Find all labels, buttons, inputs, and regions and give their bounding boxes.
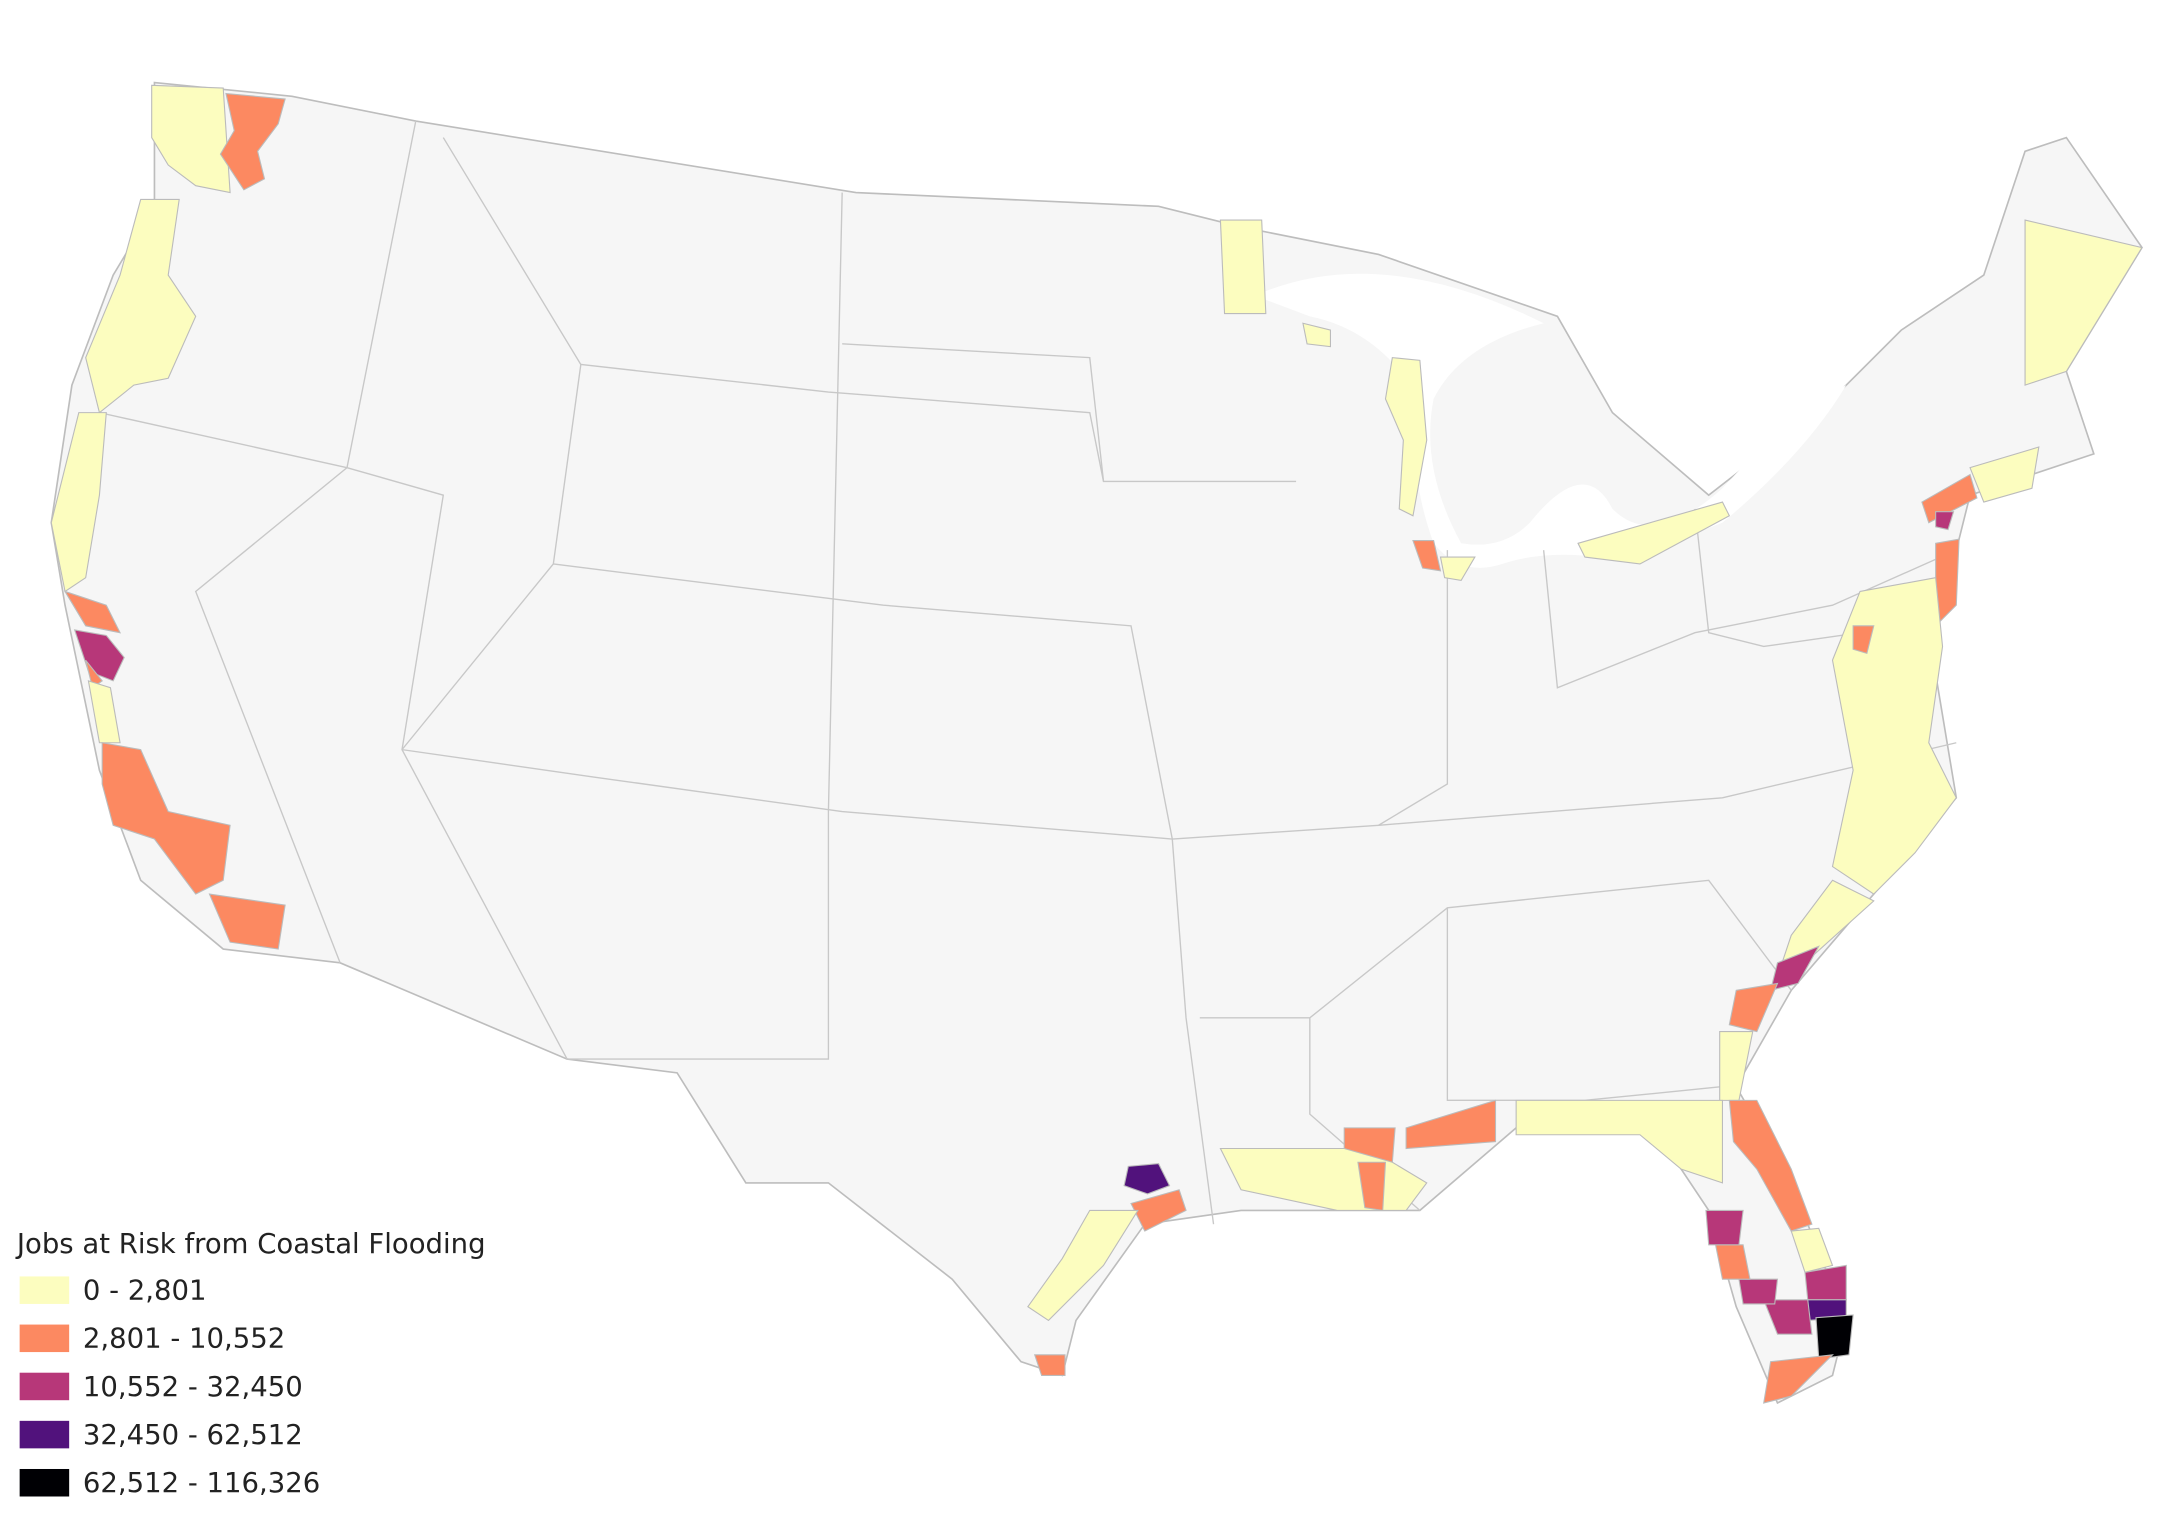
region [1921, 473, 1978, 524]
legend-label: 2,801 - 10,552 [83, 1323, 285, 1355]
region [1412, 540, 1442, 572]
state-border [401, 137, 582, 751]
region [208, 893, 286, 950]
us-land [50, 81, 2143, 1405]
region [1357, 1161, 1387, 1212]
region [1831, 577, 1957, 895]
region [87, 680, 121, 744]
state-border [553, 563, 1215, 1225]
region [1705, 1209, 1744, 1246]
region [151, 84, 231, 194]
region [1302, 322, 1332, 348]
region [2024, 219, 2143, 386]
region [1738, 1278, 1779, 1305]
region [1790, 1227, 1834, 1273]
region [1728, 982, 1779, 1033]
state-border [1542, 549, 1957, 689]
county-regions [50, 84, 2143, 1404]
region [1763, 1354, 1834, 1404]
region [1762, 1299, 1813, 1335]
state-border [401, 742, 1957, 840]
us-outline [50, 81, 2143, 1405]
region [73, 629, 125, 682]
region [63, 590, 122, 634]
legend-label: 62,512 - 116,326 [83, 1467, 320, 1499]
region [1219, 219, 1267, 315]
legend-title: Jobs at Risk from Coastal Flooding [15, 1228, 486, 1260]
state-border [567, 192, 843, 1060]
state-border [99, 411, 568, 1060]
region [1405, 1099, 1497, 1150]
region [1969, 446, 2040, 503]
region [1728, 1099, 1813, 1232]
region [101, 742, 231, 895]
region [1515, 1099, 1724, 1184]
region [1815, 1314, 1854, 1360]
legend-label: 0 - 2,801 [83, 1275, 207, 1307]
state-border [580, 363, 1297, 483]
region [1027, 1209, 1139, 1322]
state-border [1378, 550, 1449, 826]
region [1935, 511, 1955, 531]
region [1130, 1189, 1187, 1232]
legend-swatch [19, 1372, 70, 1401]
legend-swatch [19, 1324, 70, 1353]
region [85, 198, 197, 414]
region [1384, 357, 1428, 517]
region [1123, 1163, 1171, 1195]
legend-swatch [19, 1420, 70, 1449]
state-border [842, 343, 1105, 482]
region [1033, 1354, 1066, 1377]
region [219, 92, 286, 191]
state-border [1694, 508, 1861, 648]
legend-swatch [19, 1276, 70, 1304]
state-border [194, 120, 417, 964]
region [1769, 945, 1820, 992]
region [1439, 556, 1476, 582]
great-lakes [1254, 273, 1847, 568]
legend-swatch [19, 1468, 70, 1497]
region [50, 412, 107, 593]
region [1852, 625, 1875, 655]
region [1577, 501, 1731, 565]
legend: Jobs at Risk from Coastal Flooding 0 - 2… [15, 1228, 486, 1499]
legend-label: 32,450 - 62,512 [83, 1419, 303, 1451]
legend-label: 10,552 - 32,450 [83, 1371, 303, 1403]
